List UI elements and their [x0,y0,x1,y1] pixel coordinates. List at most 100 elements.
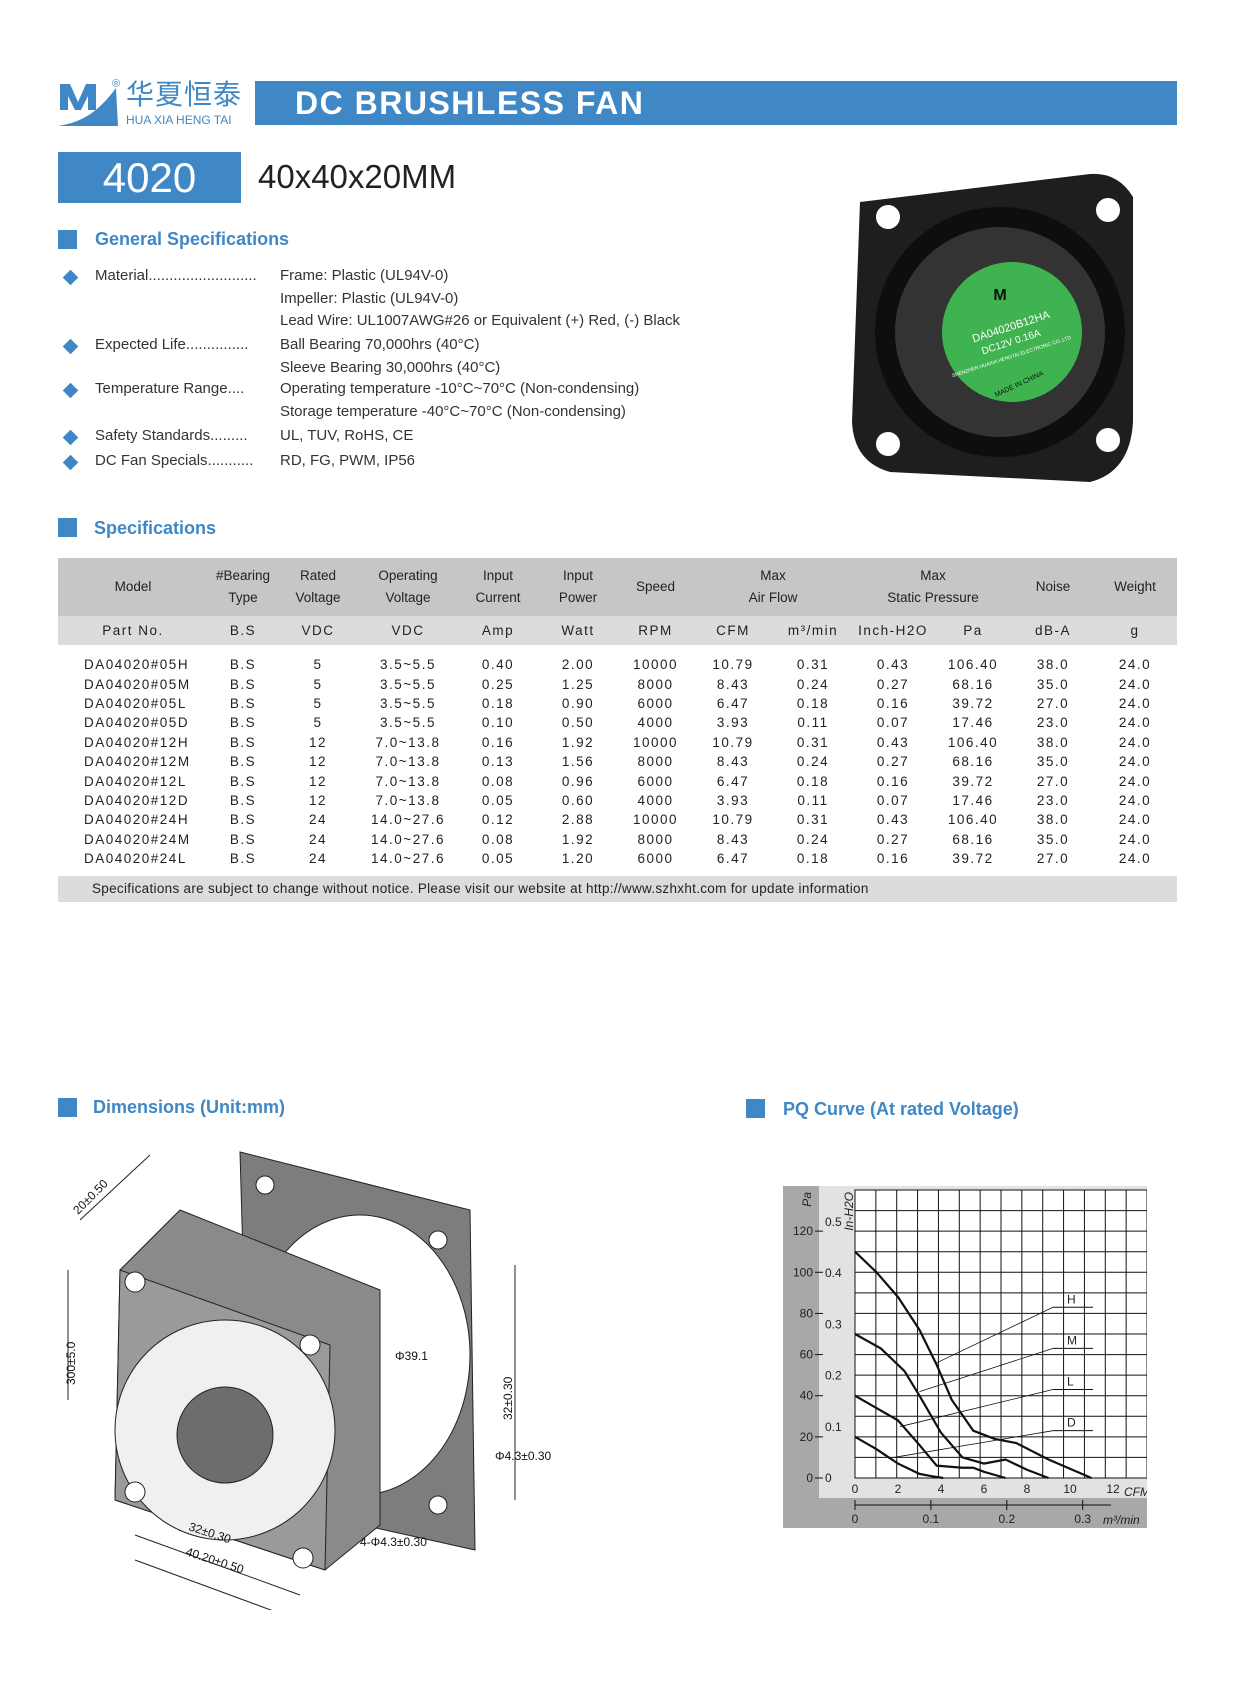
series-line-L [854,1394,1006,1480]
table-cell: 0.11 [797,715,829,731]
table-cell: 106.40 [947,812,999,828]
legend-label: M [1067,1333,1077,1347]
series-line-M [854,1333,1049,1480]
table-cell: 35.0 [1036,676,1070,692]
table-cell: DA04020#12L [84,773,187,789]
table-cell: 24 [308,812,328,828]
table-cell: 35.0 [1036,831,1070,847]
table-cell: DA04020#12D [84,792,190,808]
table-cell: 38.0 [1036,734,1070,750]
table-cell: 39.72 [952,773,994,789]
table-cell: 0.31 [796,734,830,750]
column-header: Input Power [538,558,618,616]
table-cell: 0.07 [876,715,910,731]
table-cell: 6.47 [716,851,750,867]
table-cell: B.S [229,715,257,731]
x-axis-label: CFM [1124,1485,1147,1499]
section-square-icon [746,1099,765,1118]
table-cell: 27.0 [1036,851,1070,867]
table-row: DA04020#05L B.S 5 3.5~5.5 0.18 0.90 6000 6.47 0.… [58,694,1177,713]
table-cell: 0.12 [481,812,515,828]
table-cell: 0.50 [561,715,595,731]
table-cell: 0.27 [876,754,910,770]
bullet-diamond-icon [62,269,79,286]
spec-label: Temperature Range.... [95,380,245,397]
table-cell: 7.0~13.8 [375,773,441,789]
table-cell: 0.43 [876,812,910,828]
table-cell: 24.0 [1118,715,1152,731]
legend-leader [900,1389,1054,1427]
table-cell: 0.27 [876,676,910,692]
table-cell: 14.0~27.6 [371,812,445,828]
table-cell: B.S [229,773,257,789]
table-cell: 3.93 [716,715,750,731]
table-cell: 5 [313,715,323,731]
unit-cell: Part No. [58,616,208,645]
table-cell: 2.00 [561,657,595,673]
table-cell: 2.88 [561,812,595,828]
table-cell: 12 [308,734,328,750]
table-cell: B.S [229,695,257,711]
table-cell: DA04020#12M [84,754,191,770]
table-cell: 0.13 [481,754,515,770]
table-cell: 6.47 [716,773,750,789]
table-cell: 38.0 [1036,657,1070,673]
x-tick-label: 10 [1063,1482,1077,1496]
table-cell: 1.92 [561,734,595,750]
table-cell: 6000 [637,773,674,789]
table-cell: 24.0 [1118,831,1152,847]
table-row: DA04020#05M B.S 5 3.5~5.5 0.25 1.25 8000 8.43 0.… [58,674,1177,693]
table-cell: 0.31 [796,657,830,673]
spec-value: Impeller: Plastic (UL94V-0) [280,289,459,307]
model-code: 4020 [58,152,241,203]
fan-photo: M DA04020B12HA DC12V 0.16A SHENZHEN HUAX… [852,173,1133,482]
model-size: 40x40x20MM [258,158,457,195]
table-row: DA04020#12D B.S 12 7.0~13.8 0.05 0.60 4000 3.93… [58,791,1177,810]
y2-tick-label: 0.1 [825,1420,842,1434]
table-cell: 0.43 [876,734,910,750]
table-cell: 0.31 [796,812,830,828]
table-cell: 106.40 [947,657,999,673]
y-tick-label: 40 [800,1389,814,1403]
table-cell: 10.79 [712,812,754,828]
table-cell: 10.79 [712,734,754,750]
table-cell: 1.25 [561,676,595,692]
table-cell: 68.16 [952,676,994,692]
table-cell: 12 [308,773,328,789]
bullet-diamond-icon [62,338,79,355]
unit-cell: Inch-H2O [853,616,933,645]
column-header: Noise [1013,558,1093,616]
table-cell: 24 [308,831,328,847]
series-line-H [854,1250,1092,1480]
table-row: DA04020#24H B.S 24 14.0~27.6 0.12 2.88 10000 10… [58,810,1177,829]
table-cell: 7.0~13.8 [375,754,441,770]
table-cell: 39.72 [952,695,994,711]
table-cell: DA04020#12H [84,734,190,750]
fan-hub-label [942,262,1082,402]
x2-tick-label: 0 [852,1512,859,1526]
table-cell: 0.10 [481,715,515,731]
table-cell: 8.43 [716,831,750,847]
spec-value: Lead Wire: UL1007AWG#26 or Equivalent (+… [280,312,681,329]
table-cell: DA04020#05H [84,657,190,673]
table-cell: 0.08 [481,773,515,789]
y-tick-label: 0 [806,1471,813,1485]
table-cell: B.S [229,676,257,692]
table-cell: 4000 [637,715,674,731]
section-square-icon [58,1098,77,1117]
table-cell: DA04020#24H [84,812,190,828]
table-cell: 0.43 [876,657,910,673]
table-cell: 8000 [637,831,674,847]
table-cell: B.S [229,812,257,828]
column-header: Operating Voltage [358,558,458,616]
legend-label: H [1067,1292,1076,1306]
unit-cell: CFM [693,616,773,645]
spec-table: Model #Bearing Type Rated Voltage Operating… [58,558,1177,868]
general-spec-title: General Specifications [95,229,290,249]
fan-label-logo: M [993,287,1006,304]
table-cell: 3.5~5.5 [380,715,436,731]
spec-value: Frame: Plastic (UL94V-0) [280,267,449,284]
table-cell: 5 [313,657,323,673]
unit-cell: Amp [458,616,538,645]
brand-logo-icon [58,84,118,126]
